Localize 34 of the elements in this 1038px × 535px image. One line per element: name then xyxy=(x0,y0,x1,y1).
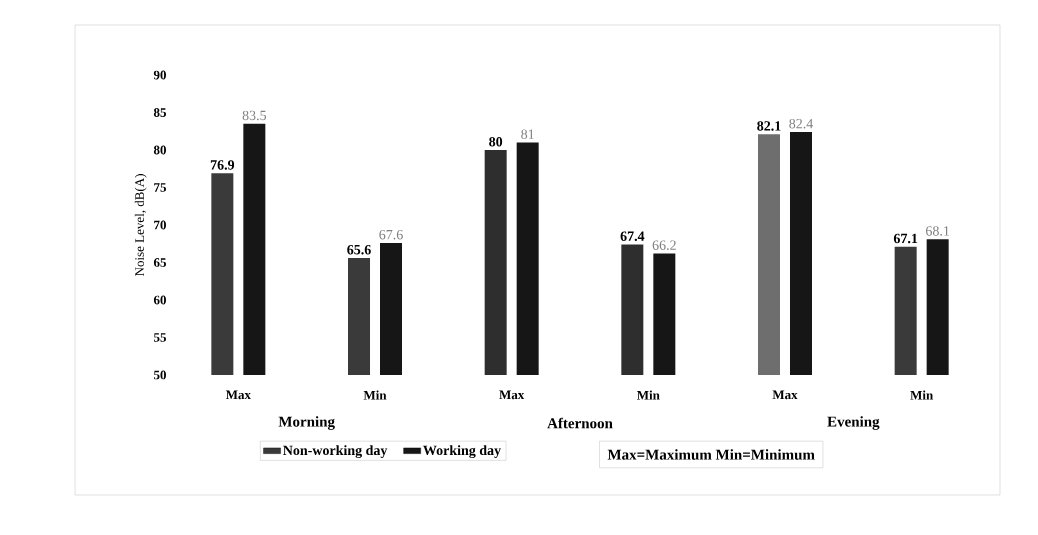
y-tick-label: 65 xyxy=(153,258,166,267)
data-label: 80 xyxy=(489,137,503,147)
text: Max=Maximum Min=Minimum xyxy=(607,449,815,460)
x-tick-label: Min xyxy=(910,390,934,400)
data-label: 68.1 xyxy=(926,226,950,236)
y-tick-label: 50 xyxy=(154,370,166,380)
data-label: 81 xyxy=(521,129,534,139)
legend-label: Working day xyxy=(423,445,501,458)
x-tick-label: Max xyxy=(225,390,251,400)
data-label: 65.6 xyxy=(347,244,371,255)
text: Afternoon xyxy=(547,417,613,429)
data-label: 67.1 xyxy=(893,233,918,244)
data-label: 66.2 xyxy=(652,240,676,250)
y-tick-label: 90 xyxy=(153,70,166,80)
x-tick-label: Min xyxy=(363,390,387,400)
data-label: 83.5 xyxy=(242,110,267,121)
data-label: 82.4 xyxy=(789,118,814,129)
y-tick-label: 80 xyxy=(153,145,166,155)
data-label: 67.4 xyxy=(620,231,645,241)
y-tick-label: 60 xyxy=(153,295,166,305)
legend-label: Non-working day xyxy=(283,445,388,458)
x-tick-label: Max xyxy=(772,390,798,400)
y-tick-label: 70 xyxy=(154,220,166,230)
x-tick-label: Max xyxy=(499,390,525,400)
y-tick-label: 55 xyxy=(154,333,166,342)
text: Evening xyxy=(827,416,880,430)
data-label: 76.9 xyxy=(210,160,235,170)
x-tick-label: Min xyxy=(637,390,660,400)
y-tick-label: 75 xyxy=(154,183,166,192)
y-tick-label: 85 xyxy=(153,108,166,117)
data-label: 67.6 xyxy=(379,229,403,240)
y-axis-title: Noise Level, dB(A) xyxy=(134,174,147,277)
text: Morning xyxy=(278,416,335,430)
data-label: 82.1 xyxy=(757,121,781,131)
